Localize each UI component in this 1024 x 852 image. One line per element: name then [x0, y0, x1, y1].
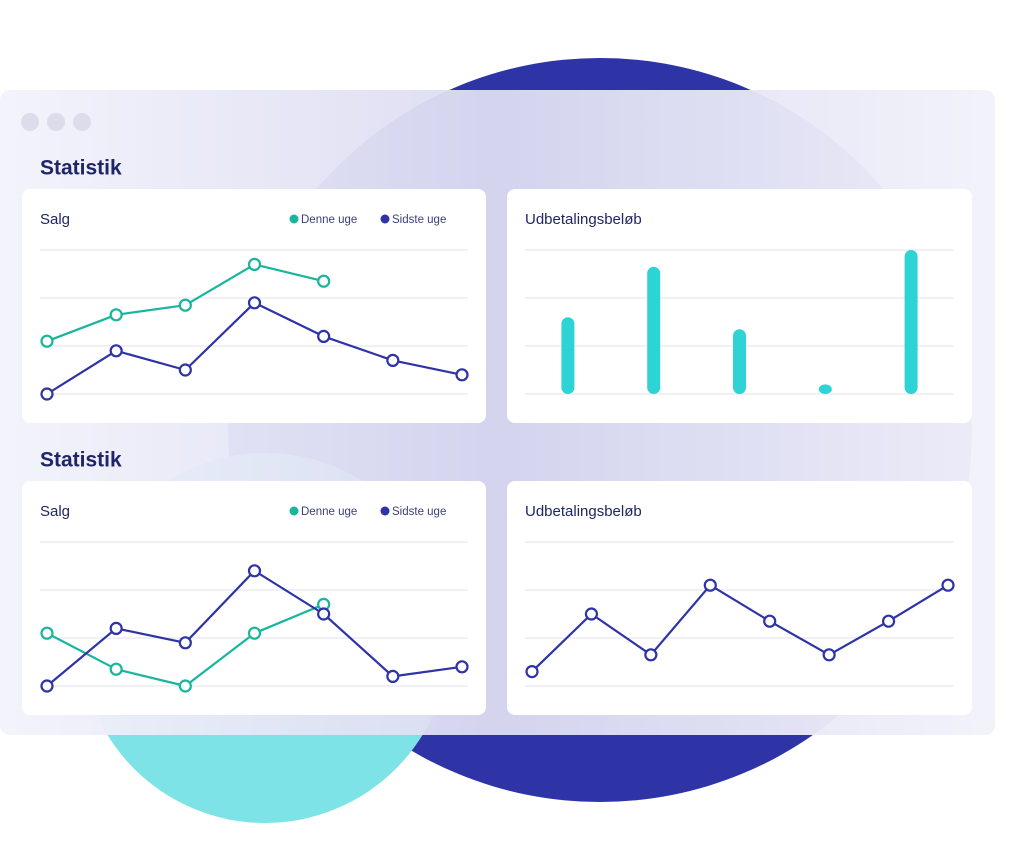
window-dot [47, 113, 65, 131]
point [109, 621, 123, 636]
point [178, 679, 192, 693]
point [703, 578, 717, 592]
point [317, 607, 331, 621]
point [109, 344, 123, 358]
point [178, 636, 192, 650]
point [317, 329, 331, 343]
point [763, 614, 777, 628]
bar [818, 384, 832, 394]
point [247, 564, 262, 578]
point [455, 660, 469, 674]
point [386, 669, 400, 684]
chart-title: Udbetalingsbeløb [525, 503, 642, 520]
point [644, 648, 658, 662]
point [40, 387, 54, 401]
chart-card [507, 189, 972, 423]
bar [647, 266, 661, 394]
legend-swatch [289, 506, 299, 516]
point [941, 578, 955, 592]
bar [561, 317, 575, 394]
point [822, 648, 836, 662]
point [40, 679, 54, 693]
legend-swatch [289, 214, 299, 224]
point [178, 363, 192, 377]
point [178, 298, 192, 312]
point [525, 664, 539, 679]
point [40, 334, 54, 348]
chart-card [507, 481, 972, 715]
bar [733, 329, 746, 394]
point [584, 607, 599, 621]
point [247, 257, 262, 271]
bar [904, 250, 918, 394]
section-title: Statistik [40, 449, 122, 472]
line-series [531, 584, 949, 673]
section-title: Statistik [40, 157, 122, 180]
chart-title: Salg [40, 211, 70, 228]
window-dot [21, 113, 39, 131]
legend-label: Sidste uge [392, 506, 446, 518]
point [881, 614, 896, 628]
chart-title: Udbetalingsbeløb [525, 211, 642, 228]
window-dot [73, 113, 91, 131]
point [317, 274, 331, 288]
legend-swatch [380, 506, 390, 516]
legend-swatch [380, 214, 390, 224]
legend-label: Sidste uge [392, 214, 446, 226]
legend-label: Denne uge [301, 214, 357, 226]
legend-label: Denne uge [301, 506, 357, 518]
chart-title: Salg [40, 503, 70, 520]
point [455, 368, 469, 382]
point [40, 626, 54, 640]
point [386, 353, 400, 367]
point [109, 662, 123, 676]
point [247, 626, 262, 640]
point [109, 308, 123, 322]
point [247, 296, 262, 310]
